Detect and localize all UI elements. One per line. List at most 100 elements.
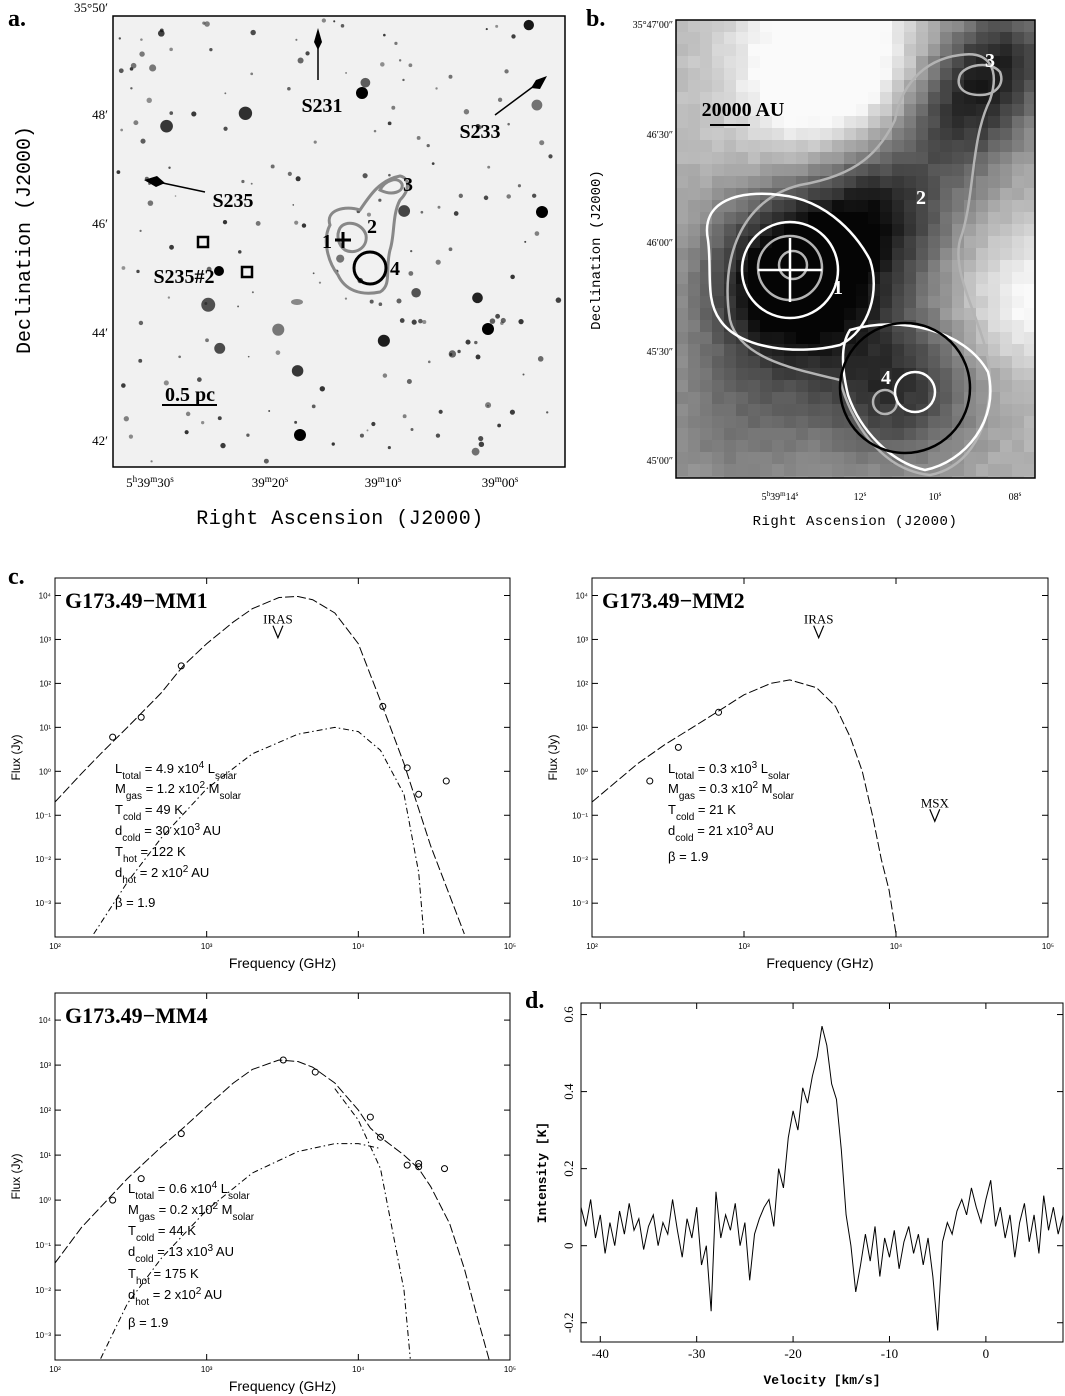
star — [360, 77, 371, 88]
star — [121, 383, 126, 388]
star — [139, 51, 145, 57]
image-pixel — [712, 356, 724, 368]
star — [174, 195, 177, 197]
image-pixel — [796, 128, 808, 140]
image-pixel — [1000, 68, 1012, 80]
series-line — [55, 1059, 490, 1360]
x-tick-label: 10⁵ — [504, 1365, 516, 1374]
image-pixel — [676, 344, 688, 356]
data-point — [415, 1163, 423, 1171]
star — [402, 414, 407, 419]
image-pixel — [796, 428, 808, 440]
star — [453, 211, 459, 216]
image-pixel — [988, 20, 1000, 32]
image-pixel — [724, 332, 736, 344]
image-pixel — [724, 356, 736, 368]
image-pixel — [856, 308, 868, 320]
image-pixel — [688, 392, 700, 404]
image-pixel — [1024, 380, 1035, 392]
image-pixel — [832, 320, 844, 332]
image-pixel — [748, 20, 760, 32]
image-pixel — [676, 260, 688, 272]
image-pixel — [952, 356, 964, 368]
series-line — [334, 1088, 411, 1359]
star — [388, 173, 391, 177]
x-axis-label: Right Ascension (J2000) — [753, 514, 958, 530]
star — [489, 318, 496, 324]
image-pixel — [772, 464, 784, 476]
image-pixel — [940, 116, 952, 128]
image-pixel — [856, 44, 868, 56]
image-pixel — [676, 464, 688, 476]
image-pixel — [748, 116, 760, 128]
image-pixel — [856, 344, 868, 356]
fit-parameter-part: = 1.2 x10 — [142, 781, 199, 796]
image-pixel — [880, 152, 892, 164]
image-pixel — [1012, 92, 1024, 104]
image-pixel — [868, 44, 880, 56]
fit-parameter-part: = 44 K — [154, 1223, 196, 1238]
image-pixel — [988, 248, 1000, 260]
image-pixel — [820, 308, 832, 320]
fit-parameter-part: = 49 K — [141, 802, 183, 817]
image-pixel — [1000, 320, 1012, 332]
image-pixel — [784, 92, 796, 104]
image-pixel — [952, 200, 964, 212]
image-pixel — [1024, 200, 1035, 212]
data-point — [177, 662, 185, 670]
star — [387, 121, 392, 126]
image-pixel — [904, 200, 916, 212]
fit-parameter: β = 1.9 — [668, 849, 708, 864]
image-pixel — [772, 392, 784, 404]
upper-limit — [272, 625, 284, 640]
image-pixel — [964, 332, 976, 344]
image-pixel — [964, 128, 976, 140]
image-pixel — [940, 344, 952, 356]
image-pixel — [928, 428, 940, 440]
star — [495, 24, 499, 28]
y-tick-label: 10⁴ — [576, 591, 589, 600]
image-pixel — [964, 236, 976, 248]
image-pixel — [976, 248, 988, 260]
fit-parameter-part: solar — [772, 791, 794, 802]
fit-parameter-part: T — [115, 844, 123, 859]
fit-parameter-part: = 0.3 x10 — [694, 761, 751, 776]
star — [294, 429, 306, 441]
star — [377, 334, 390, 347]
image-pixel — [892, 20, 904, 32]
image-pixel — [928, 296, 940, 308]
star — [206, 266, 212, 272]
annotation: 2 — [916, 187, 926, 209]
x-tick-label: 10⁵ — [1042, 942, 1054, 951]
image-pixel — [880, 272, 892, 284]
image-pixel — [880, 68, 892, 80]
image-pixel — [700, 236, 712, 248]
image-pixel — [916, 248, 928, 260]
image-pixel — [712, 260, 724, 272]
image-pixel — [904, 128, 916, 140]
star — [136, 269, 140, 274]
image-pixel — [676, 56, 688, 68]
image-pixel — [916, 452, 928, 464]
image-pixel — [856, 116, 868, 128]
image-pixel — [676, 380, 688, 392]
image-pixel — [820, 392, 832, 404]
image-pixel — [700, 176, 712, 188]
x-tick-label: 0 — [983, 1346, 990, 1361]
image-pixel — [940, 140, 952, 152]
star — [292, 204, 295, 206]
image-pixel — [1012, 224, 1024, 236]
fit-parameter-part: β = 1.9 — [128, 1315, 168, 1330]
image-pixel — [1024, 464, 1035, 476]
annotation: S235#2 — [153, 266, 214, 288]
image-pixel — [688, 80, 700, 92]
image-pixel — [808, 128, 820, 140]
image-pixel — [880, 248, 892, 260]
image-pixel — [688, 380, 700, 392]
image-pixel — [820, 272, 832, 284]
image-pixel — [1012, 272, 1024, 284]
y-tick-label: 10⁻¹ — [35, 1241, 51, 1250]
image-pixel — [940, 152, 952, 164]
image-pixel — [940, 308, 952, 320]
